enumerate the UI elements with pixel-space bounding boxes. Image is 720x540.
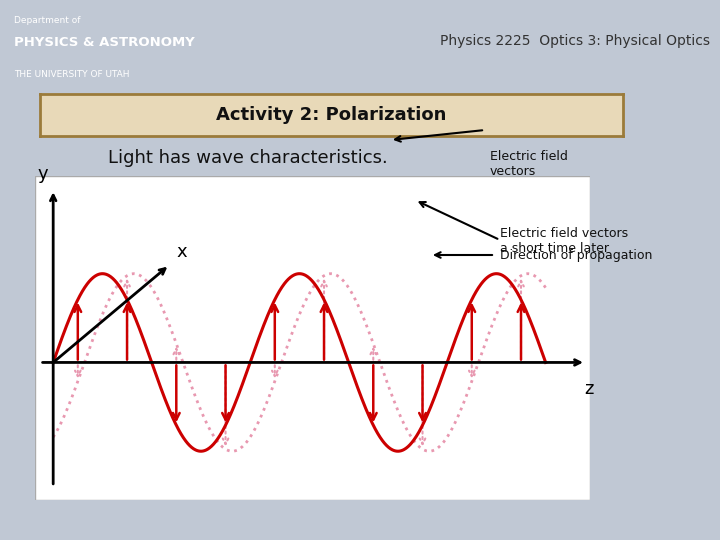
Text: Direction of propagation: Direction of propagation (500, 248, 652, 261)
Text: x: x (176, 243, 187, 261)
Text: Light has wave characteristics.: Light has wave characteristics. (108, 149, 388, 167)
Text: Activity 2: Polarization: Activity 2: Polarization (216, 106, 446, 124)
Text: Electric field
vectors: Electric field vectors (490, 150, 568, 178)
Text: y: y (37, 165, 48, 183)
Text: z: z (584, 380, 593, 398)
Text: Department of: Department of (14, 16, 81, 25)
Text: Electric field vectors
a short time later: Electric field vectors a short time late… (500, 227, 629, 255)
Text: PHYSICS & ASTRONOMY: PHYSICS & ASTRONOMY (14, 36, 195, 49)
Text: Physics 2225  Optics 3: Physical Optics: Physics 2225 Optics 3: Physical Optics (441, 33, 711, 48)
Text: THE UNIVERSITY OF UTAH: THE UNIVERSITY OF UTAH (14, 70, 130, 79)
